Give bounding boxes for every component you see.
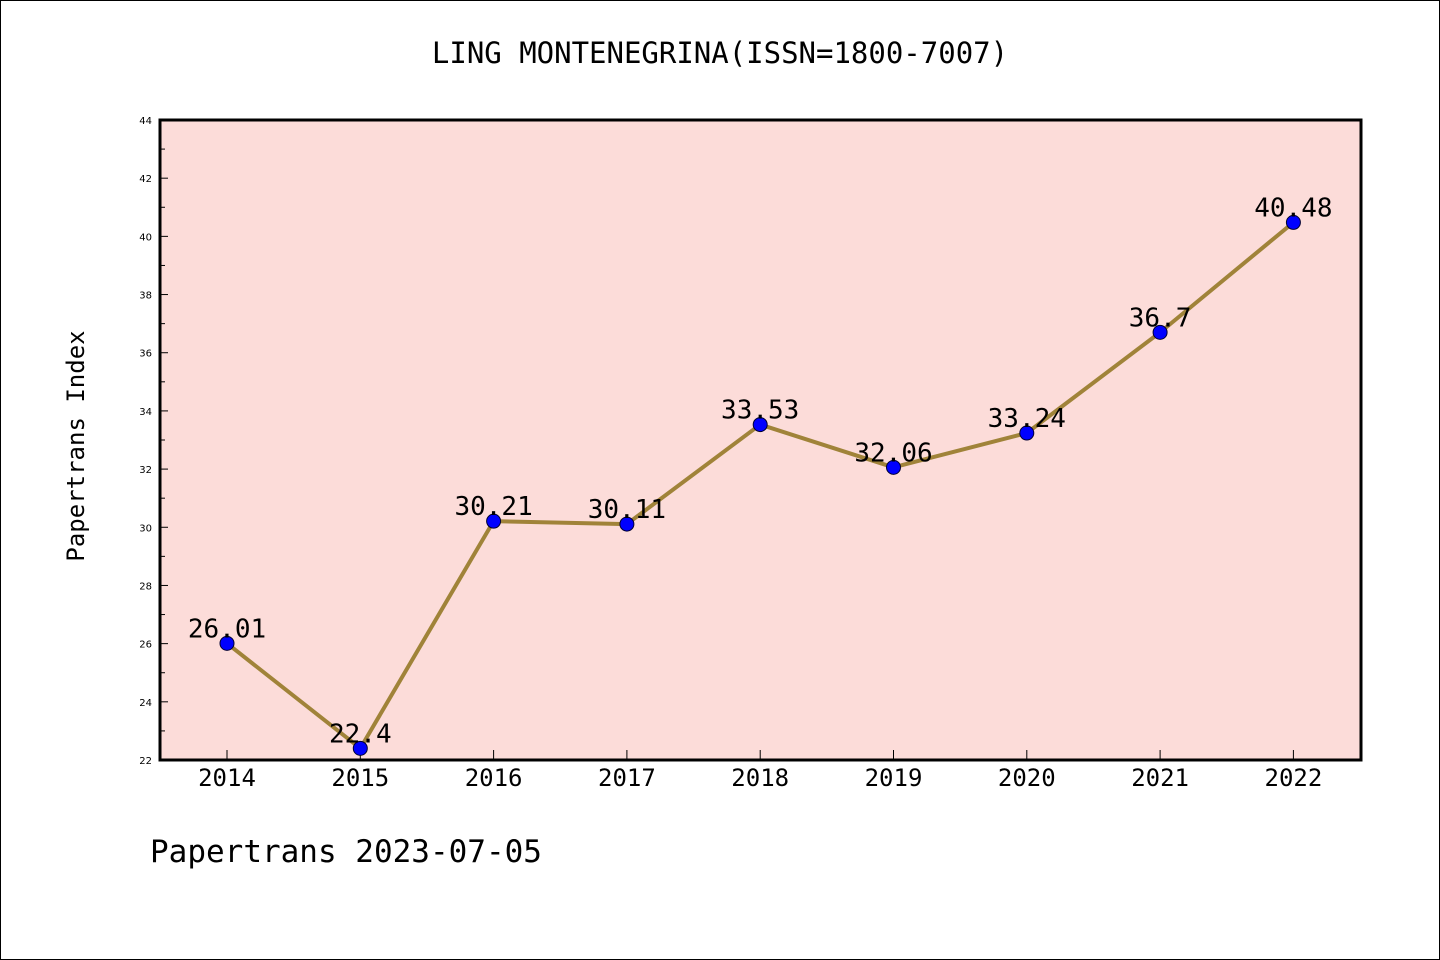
x-tick-label: 2015 [331,764,389,792]
data-point [752,417,768,433]
data-point [1152,324,1168,340]
x-tick-label: 2022 [1265,764,1323,792]
y-axis-label: Papertrans Index [62,330,90,561]
data-point [219,635,235,651]
y-tick-label: 36 [139,349,152,360]
y-tick-label: 26 [139,640,152,651]
y-tick-label: 40 [139,232,152,243]
y-tick-label: 24 [139,698,152,709]
y-tick-label: 22 [139,756,152,767]
x-tick-label: 2021 [1131,764,1189,792]
data-label: 36.7 [1129,303,1192,333]
x-tick-label: 2016 [465,764,523,792]
x-tick-label: 2020 [998,764,1056,792]
data-label: 33.53 [721,396,799,426]
y-tick-label: 42 [139,174,152,185]
x-tick-label: 2014 [198,764,256,792]
data-point [619,516,635,532]
y-tick-label: 30 [139,523,152,534]
y-tick-label: 44 [139,116,152,127]
plot-border [158,118,1363,762]
data-labels: 26.01 22.4 30.21 30.11 33.53 32.06 33.24 36.7 40… [188,193,1333,749]
data-point [886,459,901,475]
data-point [1019,425,1035,441]
data-label: 40.48 [1254,193,1332,223]
chart-title: LING MONTENEGRINA(ISSN=1800-7007) [431,36,1009,70]
y-tick-label: 34 [139,407,152,418]
data-label: 30.11 [588,495,666,525]
data-point [486,513,502,529]
data-label: 30.21 [454,492,532,522]
y-tick-label: 28 [139,581,152,592]
data-label: 32.06 [854,438,932,468]
y-axis-tick-labels: 22 24 26 28 30 32 34 36 38 40 42 44 [139,116,152,767]
x-tick-label: 2018 [731,764,789,792]
plot-area [160,120,1361,760]
data-label: 22.4 [329,719,392,749]
data-label: 33.24 [988,404,1066,434]
footer-text: Papertrans 2023-07-05 [150,834,542,870]
x-tick-label: 2017 [598,764,656,792]
x-tick-label: 2019 [865,764,923,792]
x-axis-tick-labels: 2014 2015 2016 2017 2018 2019 2020 2021 2022 [198,764,1322,792]
data-point [1285,214,1301,230]
y-tick-label: 38 [139,291,152,302]
y-tick-label: 32 [139,465,152,476]
series-group [219,214,1301,756]
data-point [352,740,368,756]
data-label: 26.01 [188,614,266,644]
